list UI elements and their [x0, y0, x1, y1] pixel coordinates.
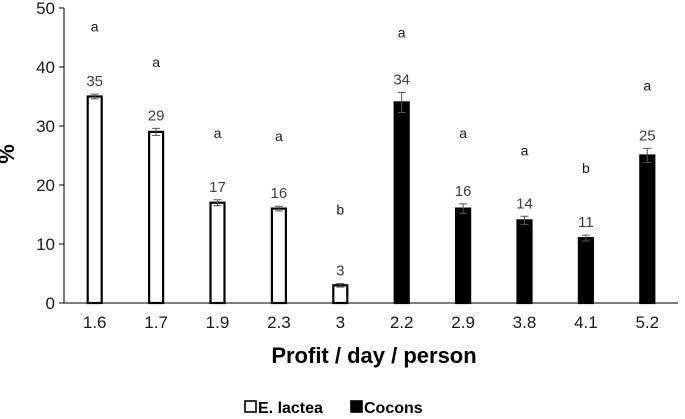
data-label: 35: [86, 73, 103, 90]
data-label: 3: [336, 263, 344, 280]
legend-label-e-lactea: E. lactea: [258, 400, 323, 417]
y-axis: 0 10 20 30 40 50: [36, 0, 65, 313]
bars: 35 a 29 a 17 a 16 a 3 b 34 a 16 a 14 a 11 b 25 a: [86, 19, 656, 305]
bar-cocons: [516, 219, 533, 305]
y-tick-label: 30: [36, 117, 55, 136]
x-tick-label: 2.9: [451, 313, 475, 332]
x-tick-label: 4.1: [574, 313, 598, 332]
bar-cocons: [455, 207, 472, 305]
bar-cocons: [393, 101, 410, 305]
data-label: 29: [148, 107, 165, 124]
x-tick-label: 3.8: [513, 313, 537, 332]
data-label: 14: [516, 195, 533, 212]
x-axis: 1.6 1.7 1.9 2.3 3 2.2 2.9 3.8 4.1 5.2: [64, 302, 678, 332]
y-tick-label: 50: [36, 0, 55, 18]
x-tick-label: 1.6: [83, 313, 107, 332]
legend-label-cocons: Cocons: [364, 400, 423, 417]
y-tick-label: 0: [46, 294, 55, 313]
significance-letter: a: [91, 19, 99, 35]
significance-letter: b: [336, 202, 344, 218]
data-label: 34: [393, 71, 410, 88]
y-tick-label: 20: [36, 176, 55, 195]
x-tick-label: 2.3: [267, 313, 291, 332]
bar-e-lactea: [209, 201, 226, 305]
x-tick-label: 5.2: [635, 313, 659, 332]
significance-letter: a: [214, 125, 222, 141]
x-tick-label: 1.7: [144, 313, 168, 332]
data-label: 17: [209, 179, 226, 196]
data-label: 16: [271, 185, 288, 202]
x-tick-label: 1.9: [206, 313, 230, 332]
bar-cocons: [577, 237, 595, 305]
significance-letter: a: [643, 78, 651, 94]
bar-e-lactea: [148, 130, 165, 305]
bar-cocons: [639, 154, 656, 305]
bar-e-lactea: [270, 207, 287, 305]
significance-letter: b: [582, 160, 590, 176]
legend: E. lactea Cocons: [244, 400, 423, 417]
bar-e-lactea: [86, 95, 103, 305]
data-label: 25: [639, 127, 656, 144]
data-label: 16: [455, 183, 472, 200]
significance-letter: a: [152, 54, 160, 70]
significance-letter: a: [521, 143, 529, 159]
data-label: 11: [578, 214, 594, 231]
y-axis-title: %: [0, 144, 19, 164]
y-tick-label: 40: [36, 58, 55, 77]
legend-swatch-cocons: [350, 400, 363, 413]
significance-letter: a: [459, 125, 467, 141]
y-tick-label: 10: [36, 235, 55, 254]
significance-letter: a: [398, 25, 406, 41]
bar-e-lactea: [332, 284, 349, 305]
x-axis-title: Profit / day / person: [271, 343, 476, 368]
significance-letter: a: [275, 128, 283, 144]
legend-swatch-e-lactea: [244, 400, 257, 413]
x-tick-label: 2.2: [390, 313, 414, 332]
x-tick-label: 3: [336, 313, 345, 332]
